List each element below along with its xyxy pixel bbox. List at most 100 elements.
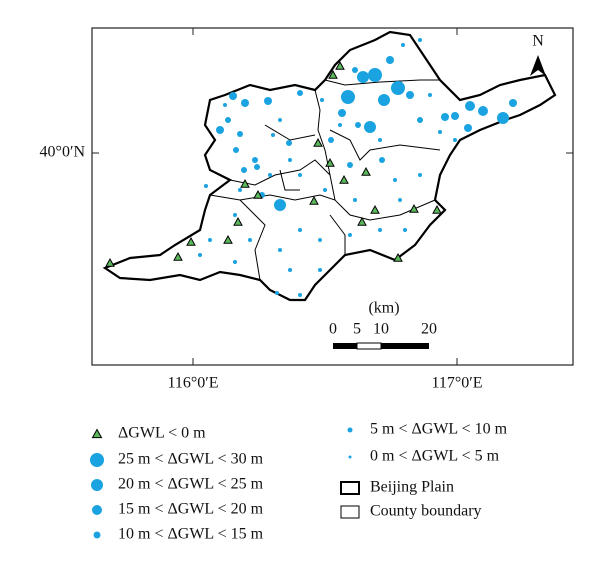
well-dot [233, 147, 239, 153]
triangle-marker [325, 157, 335, 167]
observation-wells [105, 38, 517, 297]
well-dot [464, 124, 472, 132]
well-dot [355, 122, 361, 128]
well-dot [278, 118, 282, 122]
well-dot [338, 123, 342, 127]
well-dot [386, 56, 394, 64]
well-dot [379, 157, 385, 163]
legend-label: County boundary [370, 503, 482, 520]
well-dot [288, 158, 292, 162]
county-line [324, 79, 440, 86]
well-dot [238, 188, 242, 192]
well-dot [298, 228, 302, 232]
well-dot [298, 173, 302, 177]
well-dot [417, 117, 423, 123]
legend-dot [92, 505, 102, 515]
triangle-marker [335, 60, 345, 70]
triangle-marker [309, 195, 319, 205]
well-dot [264, 97, 272, 105]
legend-label: 15 m < ΔGWL < 20 m [118, 501, 264, 518]
scale-tick: 10 [373, 321, 389, 338]
well-dot [378, 138, 382, 142]
well-dot [328, 137, 334, 143]
well-dot [268, 173, 272, 177]
scale-tick: 0 [329, 321, 337, 338]
lon-label: 116°0′E [167, 375, 218, 392]
legend-dot [347, 427, 353, 433]
well-dot [478, 106, 488, 116]
legend: ΔGWL < 0 m 25 m < ΔGWL < 30 m 20 m < ΔGWL … [90, 421, 508, 543]
well-dot [271, 133, 275, 137]
triangle-marker [361, 166, 371, 176]
map-frame [91, 27, 574, 366]
well-dot [237, 131, 243, 137]
legend-label: 25 m < ΔGWL < 30 m [118, 451, 264, 468]
county-line [229, 159, 331, 186]
legend-label: ΔGWL < 0 m [118, 425, 206, 442]
triangle-marker [173, 251, 183, 261]
triangle-marker [91, 428, 103, 439]
well-dot [298, 293, 302, 297]
well-dot [297, 90, 303, 96]
well-dot [353, 198, 357, 202]
well-dot [248, 238, 252, 242]
triangle-marker [223, 234, 233, 244]
well-dot [453, 138, 457, 142]
north-label: N [532, 33, 544, 50]
well-dot [341, 90, 355, 104]
well-dot [497, 112, 509, 124]
scale-tick: 5 [353, 321, 361, 338]
county-line [279, 169, 300, 191]
triangle-marker [253, 189, 263, 199]
well-dot [357, 71, 369, 83]
well-dot [378, 228, 382, 232]
legend-label: Beijing Plain [370, 479, 454, 496]
well-dot [406, 91, 414, 99]
well-dot [438, 130, 442, 134]
well-dot [216, 126, 224, 134]
well-dot [393, 178, 397, 182]
well-dot [428, 93, 432, 97]
legend-dot [348, 455, 352, 459]
triangle-marker [370, 204, 380, 214]
county-line [314, 89, 336, 201]
triangle-marker [105, 257, 115, 267]
legend-label: 5 m < ΔGWL < 10 m [370, 421, 508, 438]
well-dot [233, 260, 237, 264]
well-dot [275, 291, 279, 295]
lon-label: 117°0′E [431, 375, 482, 392]
scale-seg [333, 343, 357, 349]
triangle-marker [409, 203, 419, 213]
well-dot [391, 81, 405, 95]
well-dot [368, 68, 382, 82]
scale-seg [356, 342, 382, 350]
well-dot [223, 103, 227, 107]
well-dot [229, 92, 237, 100]
well-dot [318, 238, 322, 242]
well-dot [274, 199, 286, 211]
well-dot [441, 113, 449, 121]
beijing-plain-boundary [102, 30, 557, 302]
well-dot [398, 198, 402, 202]
well-dot [465, 101, 475, 111]
triangle-marker [240, 178, 250, 188]
well-dot [509, 99, 517, 107]
well-dot [323, 188, 327, 192]
triangle-marker [313, 137, 323, 147]
well-dot [418, 38, 422, 42]
well-dot [320, 98, 324, 102]
well-dot [318, 268, 322, 272]
well-dot [378, 94, 390, 106]
legend-box [340, 481, 360, 495]
well-dot [364, 121, 376, 133]
well-dot [225, 117, 231, 123]
well-dot [418, 173, 422, 177]
well-dot [403, 228, 407, 232]
legend-label: 10 m < ΔGWL < 15 m [118, 526, 264, 543]
well-dot [233, 213, 237, 217]
triangle-marker [328, 69, 338, 79]
well-dot [198, 253, 202, 257]
county-line [329, 129, 441, 161]
legend-dot [93, 531, 101, 539]
